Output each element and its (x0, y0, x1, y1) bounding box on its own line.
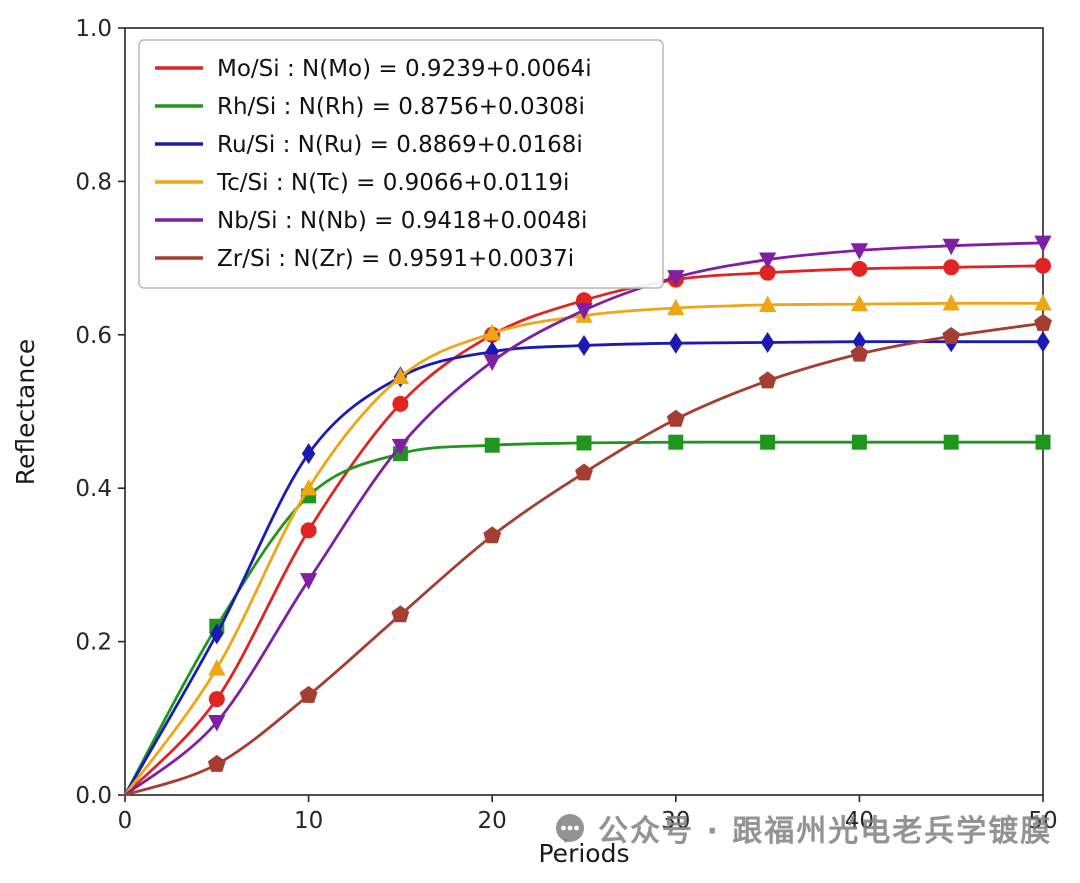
series-marker-1 (1035, 434, 1051, 450)
series-marker-2 (210, 623, 224, 645)
y-tick-label: 0.0 (75, 783, 112, 809)
series-marker-1 (760, 434, 776, 450)
y-axis-label: Reflectance (11, 339, 40, 486)
legend-label-1: Rh/Si : N(Rh) = 0.8756+0.0308i (217, 94, 585, 120)
series-marker-3 (942, 293, 960, 311)
series-marker-5 (575, 463, 593, 481)
series-marker-3 (483, 323, 501, 341)
series-marker-5 (483, 526, 502, 544)
legend-label-3: Tc/Si : N(Tc) = 0.9066+0.0119i (216, 170, 569, 196)
series-marker-4 (667, 270, 685, 287)
series-marker-2 (760, 331, 775, 353)
series-marker-4 (758, 252, 777, 270)
series-marker-5 (1034, 313, 1052, 331)
series-marker-2 (669, 332, 683, 354)
series-marker-2 (577, 335, 591, 357)
series-marker-5 (850, 344, 869, 362)
series-marker-3 (758, 295, 777, 313)
series-marker-4 (208, 715, 226, 732)
series-marker-1 (576, 435, 592, 451)
series-line-3 (123, 301, 1045, 797)
series-marker-3 (391, 367, 410, 385)
series-marker-3 (1034, 293, 1052, 311)
x-tick-label: 40 (845, 808, 874, 834)
series-marker-2 (301, 443, 316, 465)
series-marker-4 (299, 573, 318, 590)
series-marker-0 (1035, 257, 1051, 274)
y-tick-label: 0.6 (75, 323, 112, 349)
x-tick-label: 30 (661, 808, 690, 834)
series-marker-0 (208, 691, 225, 708)
series-marker-3 (299, 478, 318, 496)
series-marker-5 (207, 754, 226, 772)
series-marker-4 (483, 354, 501, 372)
series-line-1 (123, 440, 1045, 797)
x-tick-label: 50 (1028, 808, 1057, 834)
series-line-4 (123, 241, 1045, 797)
legend-label-0: Mo/Si : N(Mo) = 0.9239+0.0064i (217, 56, 592, 82)
series-marker-1 (668, 434, 684, 450)
series-marker-5 (666, 409, 685, 427)
y-tick-label: 0.4 (75, 476, 112, 502)
y-tick-label: 0.8 (75, 169, 112, 195)
y-tick-label: 1.0 (75, 16, 112, 42)
legend-label-4: Nb/Si : N(Nb) = 0.9418+0.0048i (217, 208, 587, 234)
series-marker-2 (1036, 331, 1050, 353)
series-marker-4 (942, 238, 960, 256)
x-axis-label: Periods (539, 839, 630, 868)
series-marker-4 (575, 303, 593, 320)
series-marker-1 (851, 434, 867, 450)
x-tick-label: 10 (294, 808, 323, 834)
series-marker-0 (759, 264, 776, 281)
series-marker-5 (942, 327, 961, 344)
series-line-0 (123, 264, 1045, 797)
series-marker-5 (758, 371, 777, 389)
series-marker-1 (484, 437, 500, 453)
series-line-5 (123, 321, 1045, 797)
series-marker-0 (392, 395, 409, 412)
series-marker-1 (943, 434, 959, 450)
series-line-2 (123, 340, 1045, 797)
series-marker-0 (851, 260, 868, 277)
series-marker-5 (391, 605, 410, 623)
series-marker-4 (1034, 235, 1052, 253)
series-marker-3 (208, 659, 226, 676)
legend-label-2: Ru/Si : N(Ru) = 0.8869+0.0168i (217, 132, 583, 158)
x-tick-label: 0 (118, 808, 133, 834)
legend-box (138, 39, 664, 289)
x-tick-label: 20 (478, 808, 507, 834)
legend-label-5: Zr/Si : N(Zr) = 0.9591+0.0037i (217, 246, 574, 272)
y-tick-label: 0.2 (75, 630, 112, 656)
series-marker-3 (850, 294, 869, 312)
series-marker-5 (299, 685, 318, 703)
plot-frame (124, 27, 1044, 796)
series-marker-4 (850, 243, 869, 260)
series-marker-3 (667, 298, 685, 316)
series-marker-0 (300, 522, 317, 539)
series-marker-0 (943, 259, 960, 276)
plot-root: 0 10 20 30 40 50 0.0 0.2 0.4 0.6 0.8 1.0 Mo/Si : N(M… (75, 16, 1057, 834)
series-marker-2 (852, 331, 867, 353)
series-marker-4 (391, 438, 410, 456)
